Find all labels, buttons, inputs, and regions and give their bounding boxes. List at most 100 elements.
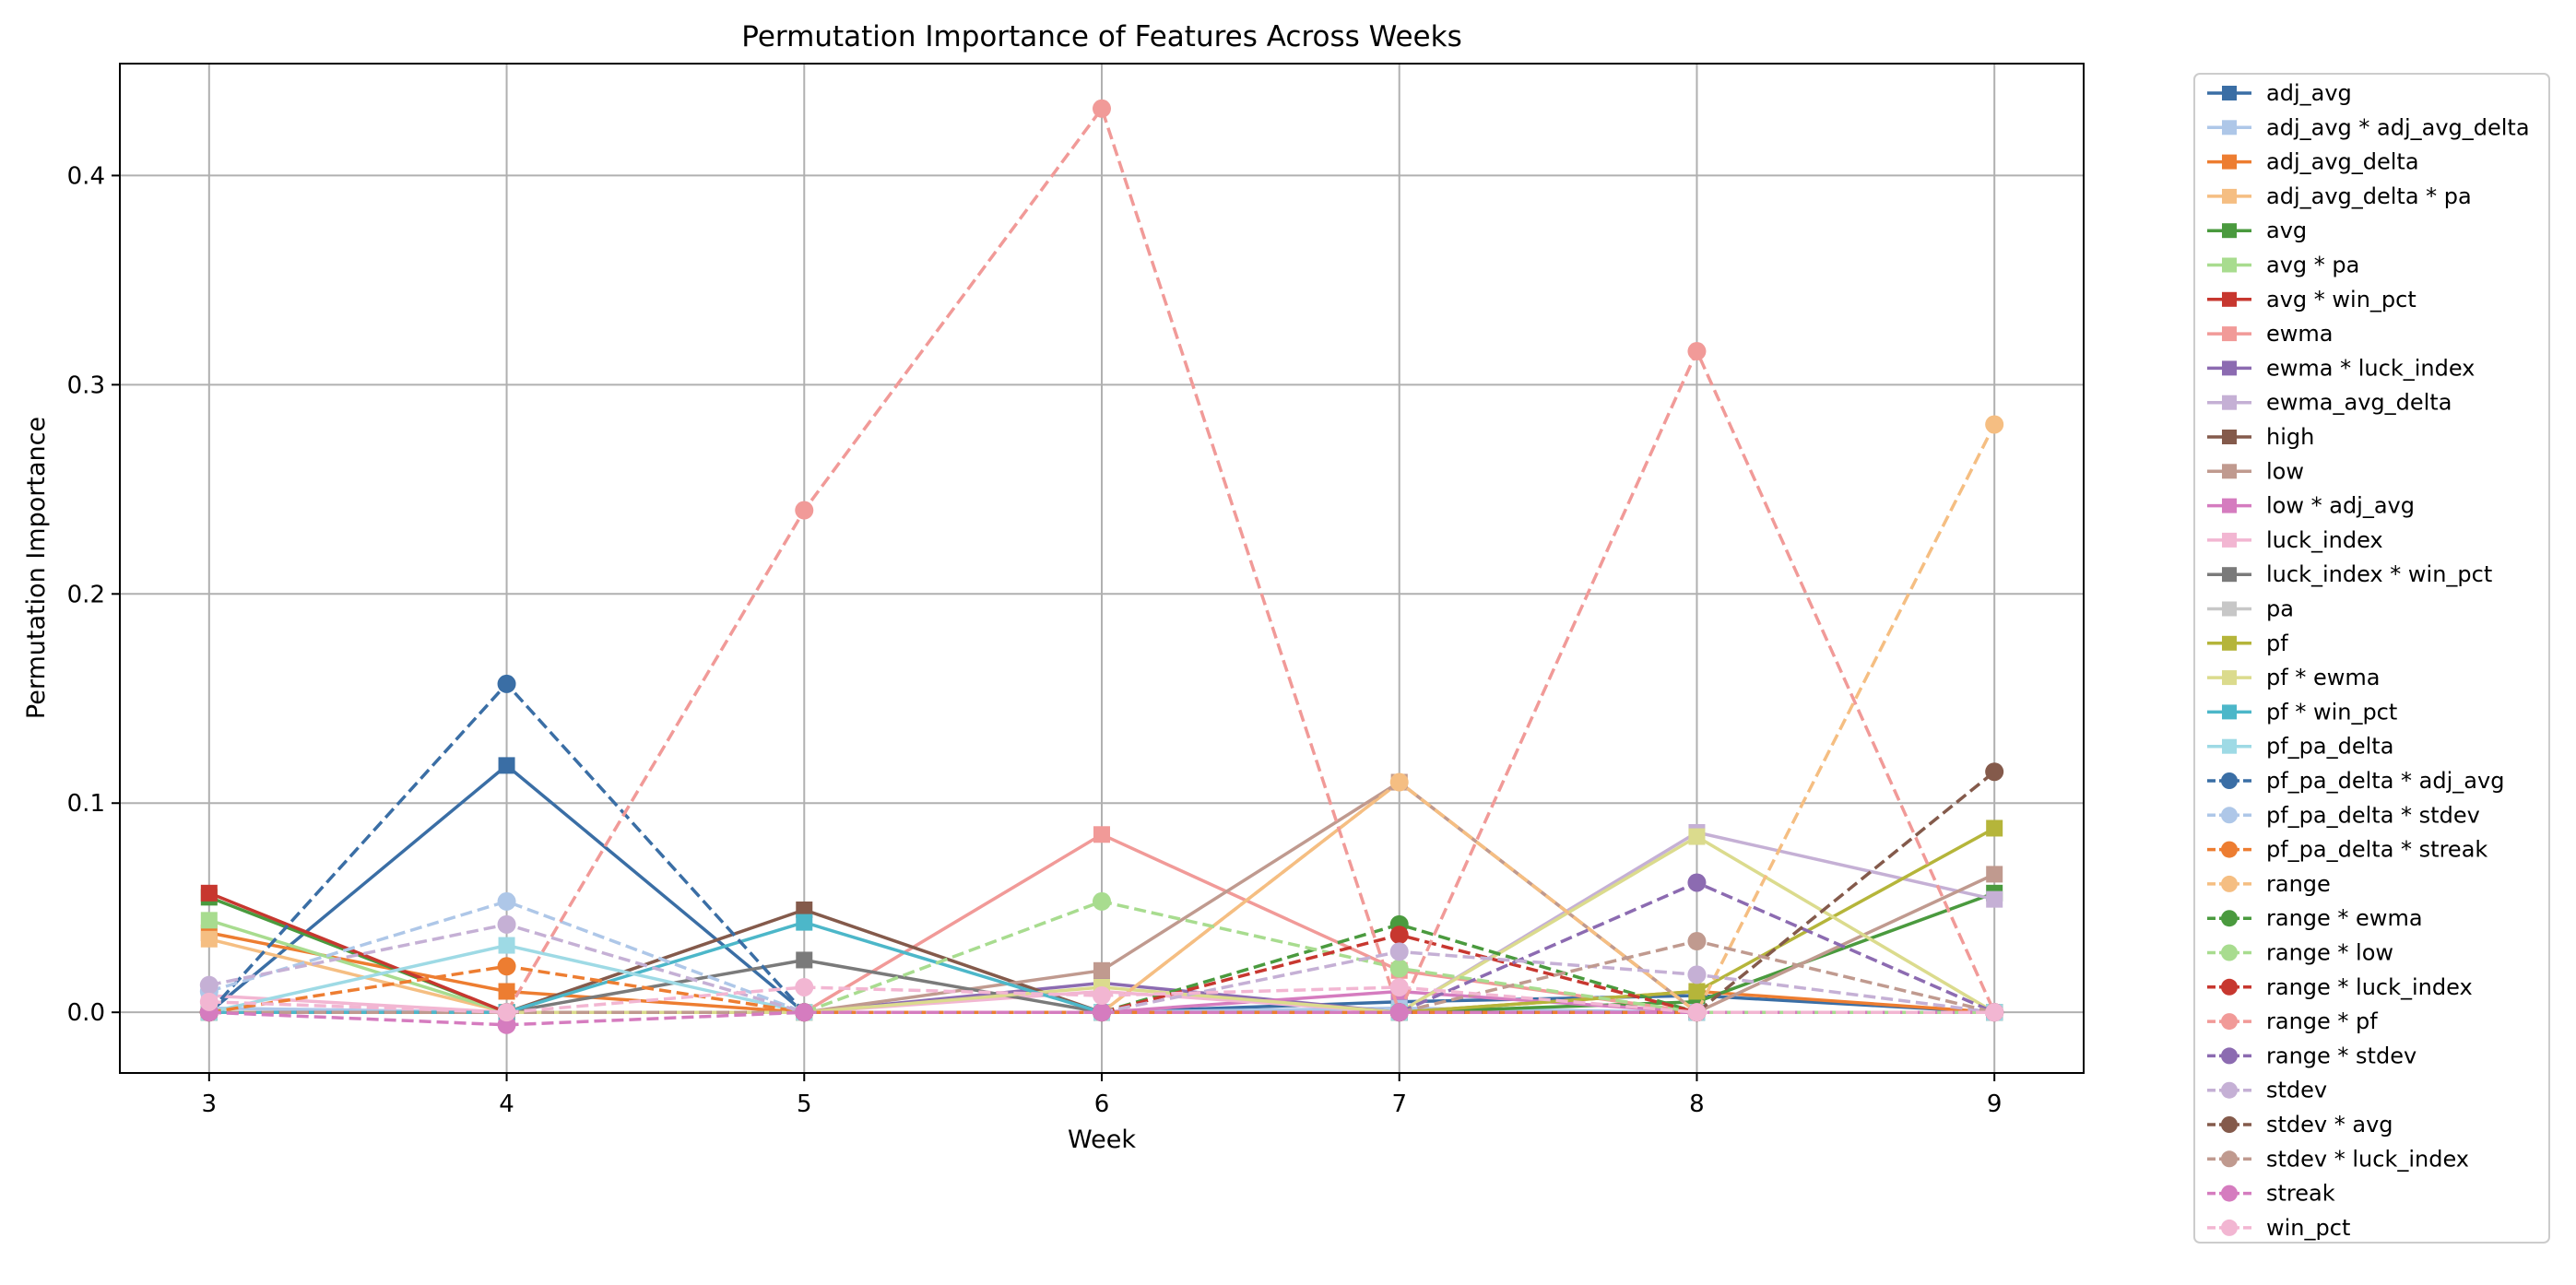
legend-label: pf_pa_delta * streak xyxy=(2266,837,2487,863)
data-point xyxy=(1985,762,2004,782)
series-33 xyxy=(199,977,2004,1022)
data-point xyxy=(1986,866,2003,883)
legend-label: pf_pa_delta * adj_avg xyxy=(2266,768,2504,794)
legend-marker xyxy=(2221,978,2238,996)
data-point xyxy=(1389,1003,1409,1022)
data-point xyxy=(1986,890,2003,908)
legend-label: avg xyxy=(2266,218,2307,243)
legend-marker xyxy=(2221,910,2238,927)
legend-entry: pa xyxy=(2207,596,2294,622)
legend-entry: stdev * avg xyxy=(2207,1112,2393,1138)
legend-label: luck_index * win_pct xyxy=(2266,561,2492,587)
data-point xyxy=(1985,1003,2004,1022)
legend-entry: avg * win_pct xyxy=(2207,287,2416,312)
data-point xyxy=(1985,415,2004,434)
legend-marker xyxy=(2221,807,2238,824)
legend-entry: range * luck_index xyxy=(2207,974,2473,1000)
legend-marker xyxy=(2222,635,2237,651)
data-point xyxy=(1688,983,1706,1000)
legend-marker xyxy=(2221,1013,2238,1031)
legend-marker xyxy=(2221,841,2238,858)
legend-label: pa xyxy=(2266,596,2294,622)
legend-marker xyxy=(2221,772,2238,789)
ticks: 3 4 5 6 7 8 9 0.0 0.1 0.2 0.3 0.4 xyxy=(67,162,2003,1118)
legend-label: luck_index xyxy=(2266,527,2383,553)
data-point xyxy=(796,901,813,918)
x-tick-label: 3 xyxy=(202,1090,218,1118)
legend-marker xyxy=(2222,360,2237,376)
data-point xyxy=(795,977,814,996)
legend-marker xyxy=(2222,430,2237,444)
legend-entry: ewma_avg_delta xyxy=(2207,390,2452,416)
data-point xyxy=(498,937,515,954)
legend-marker xyxy=(2222,395,2237,410)
y-tick-label: 0.1 xyxy=(67,790,105,818)
legend-marker xyxy=(2222,120,2237,136)
data-point xyxy=(498,983,515,1000)
data-point xyxy=(1389,942,1409,961)
legend-marker xyxy=(2221,944,2238,961)
data-point xyxy=(1687,1003,1707,1022)
legend-marker xyxy=(2222,154,2237,170)
legend-marker xyxy=(2222,326,2237,342)
x-tick-label: 8 xyxy=(1689,1090,1705,1118)
legend-entry: avg xyxy=(2207,218,2307,243)
x-tick-label: 6 xyxy=(1094,1090,1110,1118)
legend-label: range * low xyxy=(2266,940,2393,966)
legend-label: pf_pa_delta xyxy=(2266,734,2393,760)
legend-entry: pf * ewma xyxy=(2207,665,2380,690)
legend-entry: pf_pa_delta * adj_avg xyxy=(2207,768,2504,794)
data-point xyxy=(796,951,813,969)
legend-entry: luck_index * win_pct xyxy=(2207,561,2492,587)
data-point xyxy=(1093,986,1111,1006)
legend-marker xyxy=(2222,86,2237,100)
legend-marker xyxy=(2221,1116,2238,1133)
legend-entry: low * adj_avg xyxy=(2207,493,2415,519)
legend-entry: pf_pa_delta * streak xyxy=(2207,837,2487,863)
chart-title: Permutation Importance of Features Acros… xyxy=(741,20,1461,53)
data-point xyxy=(1389,959,1409,978)
y-tick-label: 0.2 xyxy=(67,581,105,608)
data-point xyxy=(497,957,516,976)
legend-marker xyxy=(2222,670,2237,686)
data-point xyxy=(200,912,218,929)
legend-frame xyxy=(2193,73,2550,1244)
legend-entry: streak xyxy=(2207,1181,2335,1207)
legend-marker xyxy=(2222,738,2237,754)
data-point xyxy=(1093,826,1110,843)
y-tick-label: 0.3 xyxy=(67,371,105,399)
legend-label: win_pct xyxy=(2266,1215,2350,1241)
data-point xyxy=(795,1003,814,1022)
legend-label: range xyxy=(2266,871,2331,897)
data-point xyxy=(1687,342,1707,361)
legend-marker xyxy=(2222,188,2237,204)
data-point xyxy=(1688,828,1706,845)
legend-label: pf_pa_delta * stdev xyxy=(2266,802,2480,828)
legend-label: pf * win_pct xyxy=(2266,699,2397,725)
x-tick-label: 9 xyxy=(1987,1090,2003,1118)
legend-label: adj_avg_delta xyxy=(2266,149,2419,175)
data-point xyxy=(200,930,218,948)
data-point xyxy=(199,992,219,1011)
data-point xyxy=(1687,873,1707,892)
data-point xyxy=(199,975,219,995)
legend-label: pf xyxy=(2266,631,2288,656)
grid xyxy=(120,64,2084,1073)
legend-label: range * ewma xyxy=(2266,905,2423,931)
legend-label: ewma xyxy=(2266,321,2333,347)
y-tick-label: 0.0 xyxy=(67,999,105,1027)
data-point xyxy=(1389,925,1409,945)
legend-entry: range * pf xyxy=(2207,1008,2378,1034)
data-point xyxy=(1093,961,1110,979)
data-point xyxy=(498,757,515,774)
data-point xyxy=(1093,99,1111,118)
legend-marker xyxy=(2222,498,2237,513)
legend-label: stdev * luck_index xyxy=(2266,1146,2469,1172)
legend-marker xyxy=(2221,1185,2238,1202)
legend-marker xyxy=(2222,601,2237,617)
legend-marker xyxy=(2222,532,2237,548)
legend-entry: range * low xyxy=(2207,940,2393,966)
data-point xyxy=(1687,932,1707,951)
legend-label: avg * win_pct xyxy=(2266,287,2416,312)
